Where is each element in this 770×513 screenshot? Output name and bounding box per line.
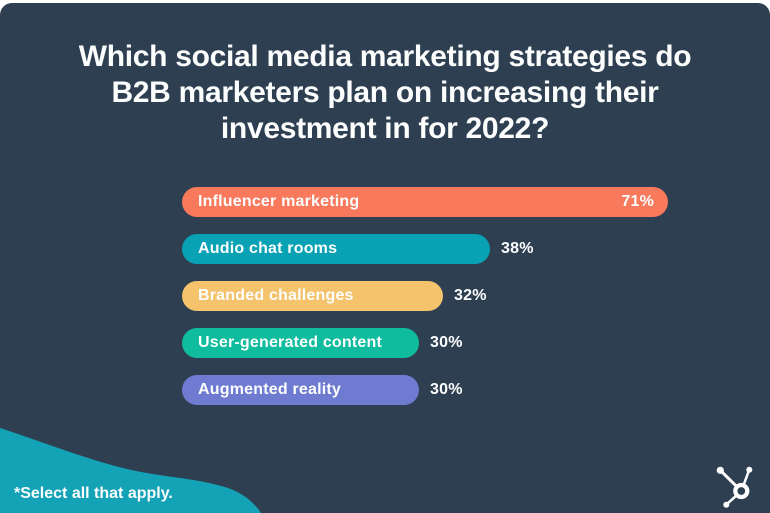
footnote: *Select all that apply. <box>14 485 173 502</box>
bar-value-label: 30% <box>430 381 463 398</box>
hubspot-logo-icon <box>716 466 753 508</box>
bar-category-label: Augmented reality <box>198 381 341 398</box>
bar-chart: Influencer marketing 71% Audio chat room… <box>182 187 770 422</box>
bar: Augmented reality <box>182 375 419 405</box>
title-line-3: investment in for 2022? <box>220 112 550 145</box>
bar-row: Influencer marketing 71% <box>182 187 770 217</box>
bar-value-label: 32% <box>454 287 487 304</box>
bar-category-label: Audio chat rooms <box>198 240 338 257</box>
wave-decoration <box>0 428 261 513</box>
bar-value-label: 71% <box>621 193 654 210</box>
bar-category-label: Branded challenges <box>198 287 354 304</box>
bar-category-label: Influencer marketing <box>198 193 360 210</box>
chart-title: Which social media marketing strategies … <box>0 39 770 147</box>
bar: Branded challenges <box>182 281 443 311</box>
bar-row: Augmented reality 30% <box>182 375 770 405</box>
bar-row: Audio chat rooms 38% <box>182 234 770 264</box>
bar-row: User-generated content 30% <box>182 328 770 358</box>
title-line-1: Which social media marketing strategies … <box>78 40 692 73</box>
bar-row: Branded challenges 32% <box>182 281 770 311</box>
bar: User-generated content <box>182 328 419 358</box>
bar: Influencer marketing 71% <box>182 187 668 217</box>
bar-value-label: 30% <box>430 334 463 351</box>
bar-category-label: User-generated content <box>198 334 382 351</box>
infographic-card: Which social media marketing strategies … <box>0 3 770 513</box>
title-line-2: B2B marketers plan on increasing their <box>111 76 659 109</box>
bar: Audio chat rooms <box>182 234 490 264</box>
bar-value-label: 38% <box>501 240 534 257</box>
